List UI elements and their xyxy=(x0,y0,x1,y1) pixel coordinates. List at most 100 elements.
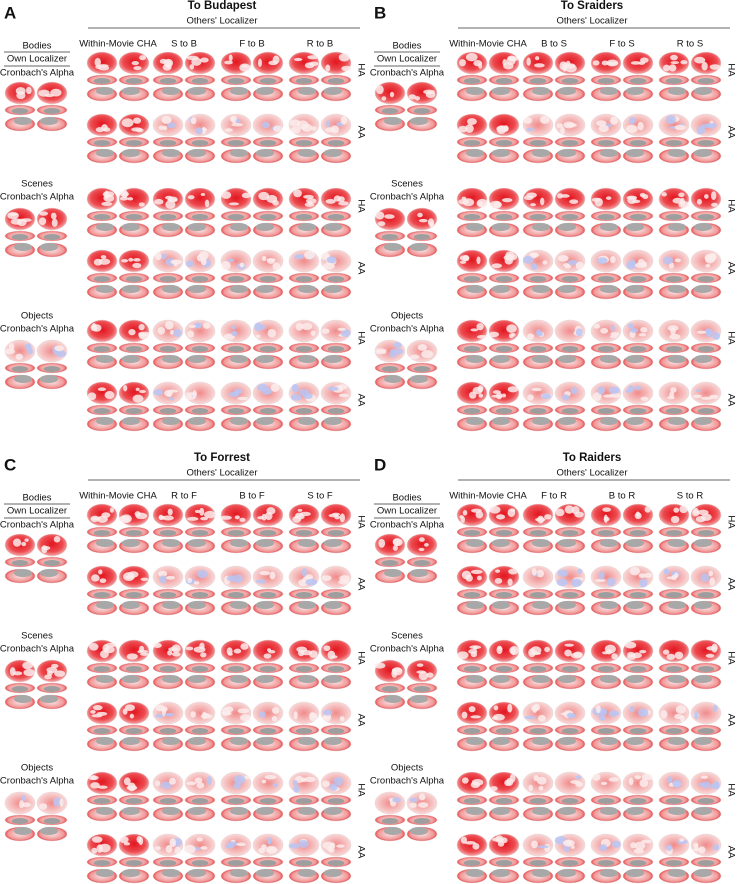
lateral-view xyxy=(554,319,586,343)
activation-patch xyxy=(235,118,241,124)
activation-patch xyxy=(304,250,315,260)
medial-wall xyxy=(259,214,277,220)
activation-patch xyxy=(560,194,570,198)
activation-patch xyxy=(137,649,148,654)
ventral-wall xyxy=(409,569,429,577)
medial-wall xyxy=(463,276,481,282)
activation-patch xyxy=(262,121,271,129)
medial-wall xyxy=(629,214,647,220)
activation-patch xyxy=(507,508,516,517)
ventral-wall xyxy=(625,737,645,745)
medial-wall xyxy=(529,140,547,146)
ventral-wall xyxy=(465,601,485,609)
activation-patch xyxy=(539,197,545,206)
brain-maps xyxy=(288,249,352,300)
activation-patch xyxy=(694,711,699,720)
medial-wall xyxy=(259,78,277,84)
activation-patch xyxy=(625,389,631,394)
brain-maps xyxy=(590,51,654,102)
brain-maps xyxy=(86,381,150,432)
ventral-wall xyxy=(187,675,207,683)
ventral-wall xyxy=(693,737,713,745)
activation-patch xyxy=(570,578,583,587)
activation-patch xyxy=(465,124,474,133)
activation-patch xyxy=(237,708,250,714)
ventral-wall xyxy=(693,601,713,609)
ventral-wall xyxy=(121,539,141,547)
activation-patch xyxy=(302,392,313,400)
activation-patch xyxy=(375,350,387,355)
ventral-wall xyxy=(255,355,275,363)
brain-maps xyxy=(590,319,654,370)
column-header: S to B xyxy=(171,39,197,50)
method-label: AA xyxy=(725,126,736,139)
medial-wall xyxy=(295,408,313,414)
activation-patch xyxy=(640,396,649,401)
lateral-view xyxy=(456,701,488,725)
ventral-wall xyxy=(161,807,181,815)
medial-wall xyxy=(191,346,209,352)
activation-patch xyxy=(128,257,134,262)
activation-patch xyxy=(135,128,144,133)
medial-wall xyxy=(191,860,209,866)
medial-wall xyxy=(597,592,615,598)
activation-patch xyxy=(557,193,564,199)
medial-wall xyxy=(597,666,615,672)
activation-patch xyxy=(557,255,569,262)
activation-patch xyxy=(694,56,706,64)
lateral-view xyxy=(488,701,520,725)
activation-patch xyxy=(239,517,246,523)
ventral-wall xyxy=(491,807,511,815)
activation-patch xyxy=(154,846,161,851)
medial-wall xyxy=(125,276,143,282)
ventral-wall xyxy=(599,285,619,293)
activation-patch xyxy=(611,653,618,660)
ventral-wall xyxy=(383,243,403,251)
medial-wall xyxy=(529,860,547,866)
activation-patch xyxy=(538,331,543,337)
activation-patch xyxy=(298,579,308,587)
ventral-wall xyxy=(531,675,551,683)
brain-maps xyxy=(374,659,438,710)
activation-patch xyxy=(606,577,616,587)
medial-wall xyxy=(259,666,277,672)
activation-patch xyxy=(127,197,134,201)
ventral-wall xyxy=(323,737,343,745)
activation-patch xyxy=(304,574,314,580)
activation-patch xyxy=(641,773,653,781)
activation-patch xyxy=(99,578,107,584)
activation-patch xyxy=(323,645,331,652)
activation-patch xyxy=(132,258,141,262)
medial-wall xyxy=(697,276,715,282)
activation-patch xyxy=(297,508,303,512)
activation-patch xyxy=(132,262,142,269)
ventral-wall xyxy=(121,601,141,609)
activation-patch xyxy=(153,642,162,648)
medial-wall xyxy=(295,728,313,734)
row-measure: Cronbach's Alpha xyxy=(0,776,75,787)
panel-letter: C xyxy=(4,455,16,474)
activation-patch xyxy=(534,56,540,61)
lateral-view xyxy=(522,565,554,589)
activation-patch xyxy=(294,254,305,260)
medial-wall xyxy=(697,408,715,414)
activation-patch xyxy=(459,59,466,67)
medial-wall xyxy=(629,798,647,804)
activation-patch xyxy=(377,221,386,227)
medial-wall xyxy=(413,366,431,372)
activation-patch xyxy=(594,578,606,583)
ventral-wall xyxy=(625,807,645,815)
activation-patch xyxy=(200,193,206,197)
activation-patch xyxy=(127,782,136,792)
brain-maps xyxy=(456,771,520,822)
medial-wall xyxy=(665,140,683,146)
activation-patch xyxy=(38,217,47,226)
activation-patch xyxy=(490,786,498,791)
lateral-view xyxy=(406,533,438,557)
activation-patch xyxy=(679,838,685,842)
brain-maps xyxy=(456,639,520,690)
activation-patch xyxy=(101,124,108,132)
activation-patch xyxy=(705,653,715,658)
medial-wall xyxy=(191,408,209,414)
medial-wall xyxy=(159,666,177,672)
